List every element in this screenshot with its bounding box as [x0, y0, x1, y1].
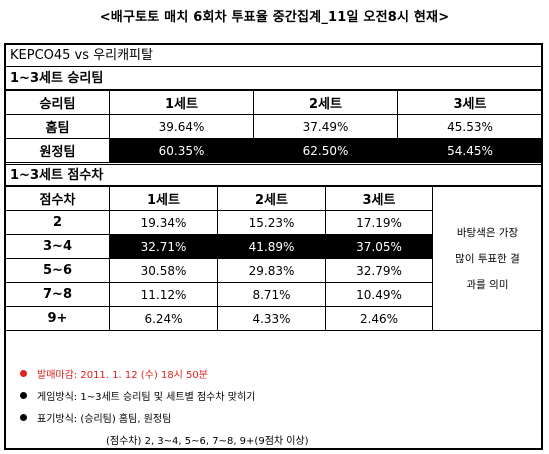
table-row: 홈팀 39.64% 37.49% 45.53%: [5, 114, 543, 139]
vote-rate-cell: 62.50%: [253, 138, 398, 163]
legend-line: 많이 투표한 결: [455, 252, 520, 265]
note-text: 표기방식: (승리팀) 홈팀, 원정팀: [37, 414, 172, 425]
row-label: 3~4: [5, 234, 110, 259]
note-line: 발매마감: 2011. 1. 12 (수) 18시 50분: [20, 366, 208, 381]
vote-rate-cell: 30.58%: [109, 258, 218, 283]
vote-rate-panel: KEPCO45 vs 우리캐피탈 1~3세트 승리팀 승리팀 1세트 2세트 3…: [4, 43, 543, 450]
vote-rate-cell: 32.71%: [109, 234, 218, 259]
row-label: 7~8: [5, 282, 110, 307]
vote-rate-cell: 15.23%: [217, 210, 326, 235]
page-title: <배구토토 매치 6회차 투표율 중간집계_11일 오전8시 현재>: [99, 10, 450, 25]
diff-col-header: 점수차: [5, 186, 110, 211]
vote-rate-cell: 37.05%: [325, 234, 433, 259]
table-row: 9+ 6.24% 4.33% 2.46%: [5, 306, 543, 331]
vote-rate-cell: 37.49%: [253, 114, 398, 139]
vote-rate-cell: 10.49%: [325, 282, 433, 307]
row-label: 5~6: [5, 258, 110, 283]
match-title: KEPCO45 vs 우리캐피탈: [6, 45, 541, 67]
win-team-table: 승리팀 1세트 2세트 3세트 홈팀 39.64% 37.49% 45.53% …: [5, 90, 543, 163]
row-label: 홈팀: [5, 114, 110, 139]
legend-line: 과를 의미: [466, 278, 509, 291]
bullet-icon: [20, 392, 27, 399]
set-1-header: 1세트: [109, 186, 218, 211]
table-row: 원정팀 60.35% 62.50% 54.45%: [5, 138, 543, 163]
set-3-header: 3세트: [325, 186, 433, 211]
note-line: 게임방식: 1~3세트 승리팀 및 세트별 점수차 맞히기: [20, 388, 255, 403]
row-label: 원정팀: [5, 138, 110, 163]
set-3-header: 3세트: [397, 90, 543, 115]
score-diff-table: 점수차 1세트 2세트 3세트 바탕색은 가장 많이 투표한 결 과를 의미 2…: [5, 186, 543, 331]
row-label: 2: [5, 210, 110, 235]
note-text: 발매마감: 2011. 1. 12 (수) 18시 50분: [37, 370, 208, 381]
vote-rate-cell: 39.64%: [109, 114, 254, 139]
note-line: 표기방식: (승리팀) 홈팀, 원정팀: [20, 410, 171, 425]
highlight-legend-note: 바탕색은 가장 많이 투표한 결 과를 의미: [432, 186, 543, 331]
vote-rate-cell: 4.33%: [217, 306, 326, 331]
table-row: 7~8 11.12% 8.71% 10.49%: [5, 282, 543, 307]
set-2-header: 2세트: [253, 90, 398, 115]
win-col-header: 승리팀: [5, 90, 110, 115]
win-section-heading: 1~3세트 승리팀: [6, 68, 541, 90]
note-line: (점수차) 2, 3~4, 5~6, 7~8, 9+(9점차 이상): [106, 432, 309, 447]
bullet-icon: [20, 370, 27, 377]
bullet-icon: [20, 414, 27, 421]
set-2-header: 2세트: [217, 186, 326, 211]
note-text: (점수차) 2, 3~4, 5~6, 7~8, 9+(9점차 이상): [106, 436, 309, 447]
vote-rate-cell: 45.53%: [397, 114, 543, 139]
table-row: 3~4 32.71% 41.89% 37.05%: [5, 234, 543, 259]
vote-rate-cell: 32.79%: [325, 258, 433, 283]
vote-rate-cell: 17.19%: [325, 210, 433, 235]
vote-rate-cell: 19.34%: [109, 210, 218, 235]
diff-section-heading: 1~3세트 점수차: [6, 164, 541, 186]
vote-rate-cell: 60.35%: [109, 138, 254, 163]
vote-rate-cell: 6.24%: [109, 306, 218, 331]
vote-rate-cell: 11.12%: [109, 282, 218, 307]
vote-rate-cell: 29.83%: [217, 258, 326, 283]
vote-rate-cell: 41.89%: [217, 234, 326, 259]
vote-rate-cell: 54.45%: [397, 138, 543, 163]
vote-rate-cell: 2.46%: [325, 306, 433, 331]
note-text: 게임방식: 1~3세트 승리팀 및 세트별 점수차 맞히기: [37, 392, 256, 403]
vote-rate-cell: 8.71%: [217, 282, 326, 307]
set-1-header: 1세트: [109, 90, 254, 115]
legend-line: 바탕색은 가장: [456, 226, 519, 239]
row-label: 9+: [5, 306, 110, 331]
